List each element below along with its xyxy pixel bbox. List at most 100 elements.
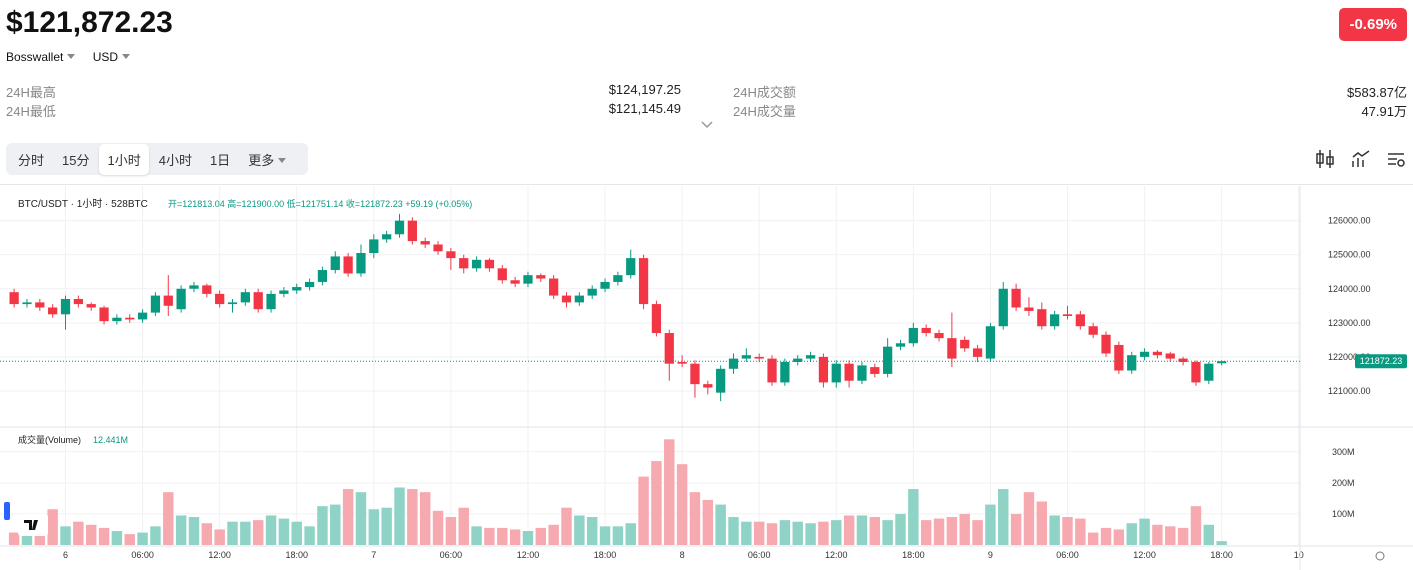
interval-tab[interactable]: 1日	[209, 152, 231, 168]
candle-body	[382, 234, 392, 240]
candle-body	[883, 346, 893, 374]
volume-bar	[638, 476, 649, 545]
volume-bar	[882, 520, 893, 545]
candle-body	[343, 256, 353, 274]
candle-body	[433, 244, 443, 252]
candle-body	[112, 317, 122, 322]
stat-label: 24H最高	[6, 85, 56, 100]
volume-bar	[175, 515, 187, 545]
volume-bar	[394, 487, 405, 545]
currency-select[interactable]: USD	[93, 50, 131, 64]
volume-bar	[432, 510, 444, 545]
stat-label: 24H成交量	[733, 104, 796, 119]
stat-label: 24H最低	[6, 104, 56, 119]
candle-body	[459, 258, 469, 269]
indicator-icon[interactable]	[1316, 150, 1334, 168]
candle-body	[677, 361, 687, 364]
x-tick-label: 18:00	[594, 550, 617, 560]
candle-body	[754, 356, 764, 359]
volume-bar	[535, 527, 547, 545]
candle-body	[613, 275, 623, 282]
candle-body	[394, 220, 405, 235]
y-tick-label: 125000.00	[1328, 250, 1371, 260]
candle-body	[549, 278, 559, 296]
x-tick-label: 8	[680, 550, 685, 560]
volume-bar	[1165, 526, 1176, 545]
candle-body	[1024, 307, 1034, 311]
candle-body	[664, 333, 674, 364]
interval-tab[interactable]: 分时	[18, 152, 45, 168]
x-tick-label: 06:00	[748, 550, 771, 560]
stat-value: $583.87亿	[1347, 85, 1407, 100]
volume-bar	[1216, 541, 1227, 545]
y-tick-label: 123000.00	[1328, 318, 1371, 328]
interval-tab[interactable]: 15分	[62, 152, 90, 168]
candle-body	[99, 307, 109, 322]
expand-icon[interactable]	[700, 120, 714, 130]
candle-body	[1139, 351, 1150, 357]
interval-tab[interactable]: 1小时	[99, 143, 149, 175]
time-icon[interactable]	[1375, 551, 1385, 561]
volume-bar	[1126, 523, 1137, 545]
candle-body	[960, 339, 970, 349]
candle-body	[420, 241, 430, 245]
volume-bar	[561, 507, 572, 545]
volume-bar	[188, 517, 200, 545]
volume-bar	[676, 464, 688, 545]
volume-bar	[111, 531, 123, 545]
volume-bar	[792, 521, 803, 545]
selectors: Bosswallet USD	[6, 50, 144, 64]
candle-body	[279, 290, 289, 294]
side-tab[interactable]	[4, 502, 10, 520]
candle-body	[86, 304, 96, 308]
candle-body	[523, 275, 533, 284]
candle-body	[292, 287, 302, 291]
candle-body	[137, 312, 148, 320]
candle-body	[741, 355, 751, 359]
candle-body	[972, 348, 983, 357]
y-tick-label: 121000.00	[1328, 386, 1371, 396]
volume-bar	[741, 521, 752, 545]
candle-body	[536, 275, 546, 279]
candle-body	[1191, 361, 1201, 383]
volume-bar	[419, 492, 431, 545]
volume-bar	[458, 507, 469, 545]
candle-body	[947, 338, 957, 359]
volume-bar	[317, 506, 328, 545]
candle-body	[176, 288, 186, 310]
volume-bar	[150, 526, 161, 545]
x-tick-label: 9	[988, 550, 993, 560]
candle-body	[1178, 358, 1188, 362]
volume-bar	[291, 521, 302, 545]
volume-bar	[98, 527, 110, 545]
candle-body	[484, 259, 495, 269]
volume-bar	[304, 526, 315, 545]
candle-body	[908, 327, 918, 344]
interval-tab[interactable]: 4小时	[158, 152, 192, 168]
volume-bar	[8, 532, 20, 545]
settings-icon[interactable]	[1388, 153, 1405, 167]
x-tick-label: 12:00	[825, 550, 848, 560]
volume-bar	[574, 515, 585, 545]
interval-tab[interactable]: 更多	[240, 144, 294, 175]
candle-body	[215, 293, 225, 305]
candle-body	[767, 358, 777, 383]
candle-body	[561, 295, 572, 303]
volume-bar	[586, 517, 598, 545]
volume-bar	[124, 534, 135, 545]
volume-bar	[856, 515, 868, 545]
volume-bar	[933, 518, 945, 545]
volume-bar	[1113, 529, 1125, 545]
candle-body	[831, 363, 841, 383]
candle-body	[638, 258, 649, 305]
x-tick-label: 18:00	[285, 550, 308, 560]
draw-icon[interactable]	[1352, 150, 1370, 167]
candle-body	[163, 295, 173, 306]
volume-bar	[1049, 515, 1060, 545]
wallet-select[interactable]: Bosswallet	[6, 50, 76, 64]
volume-bar	[1203, 524, 1215, 545]
candle-body	[600, 281, 610, 289]
candle-body	[1011, 288, 1021, 308]
x-tick-label: 12:00	[208, 550, 231, 560]
